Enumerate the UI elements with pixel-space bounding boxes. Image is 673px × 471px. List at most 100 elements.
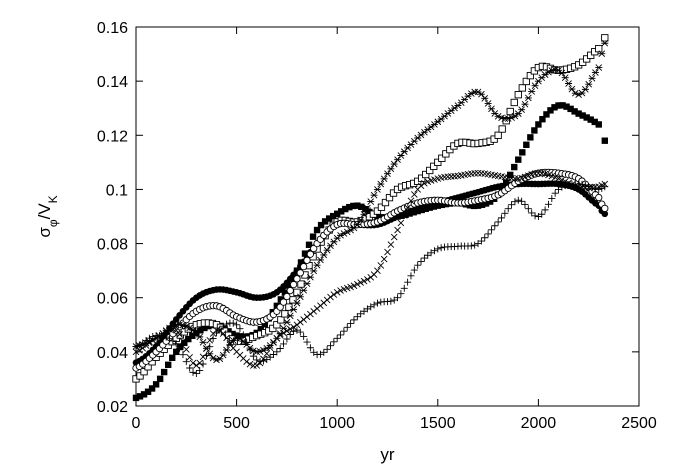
data-point	[246, 360, 254, 368]
data-point	[246, 346, 254, 354]
data-point	[420, 254, 428, 262]
data-point	[239, 331, 247, 339]
data-point	[363, 204, 371, 212]
data-point	[164, 361, 172, 368]
data-point	[253, 362, 261, 369]
data-point	[280, 340, 288, 348]
data-point	[189, 368, 197, 376]
data-point	[236, 325, 244, 333]
data-point	[300, 262, 308, 271]
data-point	[162, 327, 170, 335]
series-plus	[132, 180, 609, 378]
data-point	[498, 125, 506, 133]
data-point	[404, 204, 411, 212]
data-point	[276, 331, 284, 339]
data-point	[471, 241, 479, 249]
data-point	[219, 330, 227, 337]
data-point	[223, 334, 230, 342]
data-point	[538, 210, 546, 218]
data-point	[494, 218, 502, 226]
data-point	[306, 250, 315, 258]
data-point	[521, 200, 529, 208]
x-tick-label: 0	[132, 415, 141, 432]
y-tick-label: 0.08	[97, 237, 128, 254]
data-point	[581, 181, 589, 189]
data-point	[481, 234, 489, 242]
data-point	[270, 339, 277, 346]
data-point	[555, 102, 562, 109]
data-point	[478, 201, 486, 208]
data-point	[547, 107, 554, 114]
data-point	[225, 328, 232, 335]
data-point	[484, 100, 492, 107]
data-point	[567, 105, 574, 113]
data-point	[551, 189, 559, 197]
data-point	[354, 280, 361, 288]
data-point	[418, 174, 426, 182]
data-point	[300, 332, 308, 340]
data-point	[149, 332, 157, 340]
data-point	[306, 344, 314, 352]
data-point	[427, 123, 435, 131]
data-point	[558, 176, 566, 184]
data-point	[563, 103, 570, 110]
data-point	[276, 344, 284, 352]
data-point	[257, 325, 264, 333]
data-point	[595, 64, 603, 71]
data-point	[411, 191, 418, 198]
data-point	[325, 215, 333, 222]
data-point	[172, 340, 180, 348]
data-point	[296, 318, 304, 326]
x-tick-label: 2500	[621, 415, 657, 432]
x-axis-title: yr	[380, 445, 395, 464]
data-point	[243, 338, 251, 346]
data-point	[390, 160, 398, 168]
data-point	[508, 201, 516, 209]
data-point	[233, 321, 241, 329]
data-point	[155, 332, 163, 340]
data-point	[301, 250, 309, 257]
data-point	[422, 170, 430, 179]
y-tick-label: 0.06	[97, 291, 128, 308]
data-point	[276, 303, 284, 311]
data-point	[571, 108, 578, 115]
data-point	[434, 245, 442, 253]
data-point	[561, 74, 569, 82]
data-point	[323, 345, 331, 353]
data-point	[333, 288, 341, 296]
data-point	[511, 112, 519, 120]
data-point	[400, 212, 408, 219]
data-point	[273, 321, 281, 329]
data-point	[539, 115, 546, 123]
data-point	[471, 170, 479, 177]
data-point	[337, 287, 344, 294]
data-point	[229, 319, 237, 327]
data-point	[588, 184, 596, 192]
data-point	[437, 244, 445, 252]
data-point	[334, 210, 341, 217]
data-point	[132, 394, 140, 402]
data-point	[285, 303, 293, 311]
data-point	[243, 358, 250, 365]
data-point	[136, 347, 143, 354]
data-point	[309, 233, 317, 240]
data-point	[186, 364, 194, 372]
y-tick-label: 0.14	[97, 74, 128, 91]
data-point	[216, 325, 224, 333]
data-point	[521, 100, 529, 108]
data-point	[366, 208, 373, 216]
data-point	[338, 208, 345, 215]
y-tick-label: 0.12	[97, 128, 128, 145]
x-tick-label: 2000	[521, 415, 557, 432]
data-point	[189, 359, 197, 367]
data-point	[293, 288, 301, 296]
data-point	[394, 226, 401, 234]
data-point	[329, 212, 337, 220]
data-point	[568, 85, 576, 93]
data-point	[303, 256, 311, 264]
data-point	[490, 135, 498, 143]
data-point	[400, 284, 408, 292]
data-point	[407, 197, 415, 205]
data-point	[384, 170, 391, 178]
